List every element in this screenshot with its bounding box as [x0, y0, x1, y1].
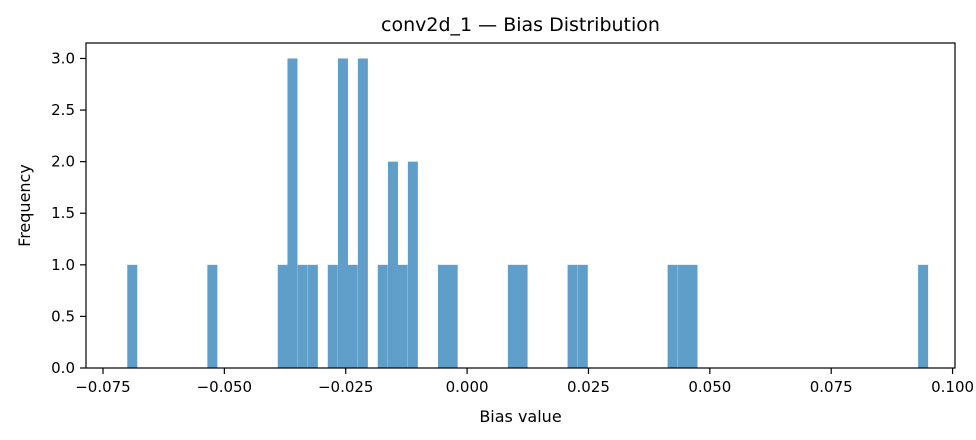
- histogram-bar: [577, 264, 588, 368]
- histogram-bar: [407, 161, 418, 368]
- histogram-bar: [347, 264, 358, 368]
- histogram-bar: [207, 264, 218, 368]
- y-tick-label: 3.0: [51, 49, 75, 67]
- x-tick-label: −0.050: [197, 378, 253, 396]
- histogram-bar: [397, 264, 408, 368]
- histogram-bar: [307, 264, 318, 368]
- histogram-bar: [447, 264, 458, 368]
- x-axis-label: Bias value: [479, 407, 561, 426]
- y-tick-label: 0.0: [51, 359, 75, 377]
- y-axis: 0.0 0.5 1.0 1.5 2.0 2.5 3.0: [51, 49, 86, 377]
- x-tick-label: 0.050: [688, 378, 731, 396]
- x-tick-label: −0.025: [318, 378, 374, 396]
- histogram-bar: [277, 264, 288, 368]
- histogram-bar: [327, 264, 338, 368]
- x-tick-label: 0.075: [810, 378, 853, 396]
- histogram-bar: [437, 264, 448, 368]
- x-tick-label: 0.000: [446, 378, 489, 396]
- histogram-bar: [918, 264, 929, 368]
- y-tick-label: 1.5: [51, 204, 75, 222]
- histogram-bar: [567, 264, 578, 368]
- histogram-bar: [687, 264, 698, 368]
- histogram-bar: [667, 264, 678, 368]
- histogram-bar: [297, 264, 308, 368]
- histogram-bar: [517, 264, 528, 368]
- y-tick-label: 1.0: [51, 256, 75, 274]
- histogram-bar: [507, 264, 518, 368]
- chart-title: conv2d_1 — Bias Distribution: [381, 14, 660, 36]
- x-tick-label: −0.075: [75, 378, 131, 396]
- histogram-bar: [677, 264, 688, 368]
- x-tick-label: 0.100: [931, 378, 974, 396]
- histogram-bar: [357, 58, 368, 368]
- plot-frame: [85, 42, 956, 369]
- y-axis-label: Frequency: [15, 164, 34, 247]
- histogram-bar: [287, 58, 298, 368]
- y-tick-label: 0.5: [51, 307, 75, 325]
- histogram-bar: [377, 264, 388, 368]
- y-tick-label: 2.5: [51, 101, 75, 119]
- x-axis: −0.075 −0.050 −0.025 0.000 0.025 0.050 0.075 0.…: [75, 368, 974, 396]
- histogram-bar: [387, 161, 398, 368]
- y-tick-label: 2.0: [51, 153, 75, 171]
- histogram-bar: [337, 58, 348, 368]
- histogram-bar: [127, 264, 138, 368]
- x-tick-label: 0.025: [567, 378, 610, 396]
- bars-group: [127, 58, 929, 368]
